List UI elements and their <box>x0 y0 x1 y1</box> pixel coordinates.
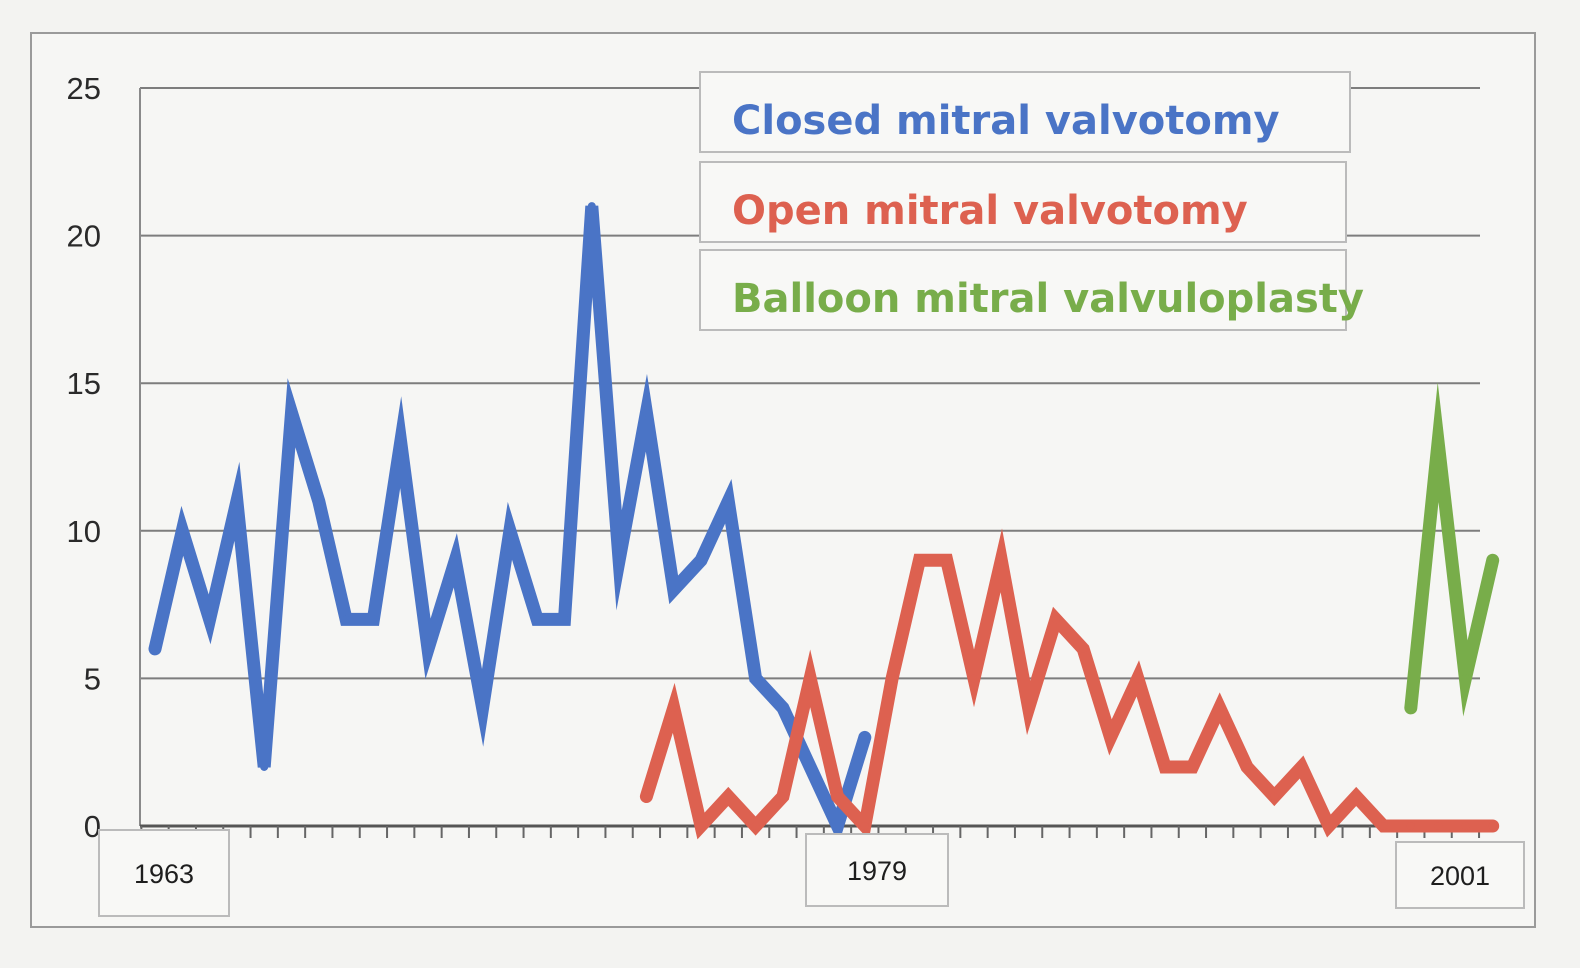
x-year-text: 1979 <box>847 856 907 886</box>
data-point <box>942 556 951 565</box>
legend-label: Closed mitral valvotomy <box>732 98 1280 144</box>
data-point <box>1024 703 1033 712</box>
x-year-box <box>98 829 230 917</box>
data-point <box>697 822 705 830</box>
legend: Closed mitral valvotomy Open mitral valvo… <box>699 71 1364 331</box>
y-tick-label: 5 <box>84 661 101 696</box>
y-tick-label: 15 <box>67 366 101 401</box>
data-point <box>860 822 869 830</box>
data-point <box>724 497 733 506</box>
y-tick-label: 20 <box>67 219 101 254</box>
data-point <box>342 615 351 624</box>
x-year-label: 1963 <box>98 829 230 917</box>
data-point <box>478 703 487 712</box>
legend-entry: Open mitral valvotomy <box>699 161 1347 243</box>
data-point <box>369 615 378 624</box>
data-point <box>451 556 460 565</box>
x-year-label: 1979 <box>805 833 949 907</box>
data-point <box>1079 644 1088 653</box>
data-point <box>751 822 760 830</box>
legend-label: Open mitral valvotomy <box>732 188 1248 234</box>
data-point <box>1133 674 1142 683</box>
data-point <box>724 792 733 801</box>
data-point <box>751 674 760 683</box>
y-tick-label: 25 <box>67 71 101 106</box>
data-point <box>1461 822 1470 830</box>
data-point <box>806 762 815 771</box>
data-point <box>1352 792 1361 801</box>
data-point <box>1051 615 1060 624</box>
legend-box <box>699 249 1347 331</box>
data-point <box>778 792 787 801</box>
data-point <box>669 703 678 712</box>
data-point <box>997 556 1006 565</box>
data-point <box>151 644 159 653</box>
x-year-box <box>805 833 949 907</box>
data-point <box>697 556 705 565</box>
data-point <box>533 615 542 624</box>
data-point <box>1161 762 1170 771</box>
data-point <box>1461 674 1470 683</box>
data-point <box>778 703 787 712</box>
series-lines <box>148 202 1500 845</box>
data-point <box>1215 703 1224 712</box>
data-point <box>314 497 323 506</box>
x-year-text: 2001 <box>1430 861 1490 891</box>
data-point <box>833 822 842 830</box>
series-line <box>639 528 1500 840</box>
legend-box <box>699 161 1347 243</box>
data-point <box>396 438 405 447</box>
data-point <box>1188 762 1197 771</box>
data-point <box>1324 822 1333 830</box>
data-point <box>587 202 596 211</box>
data-point <box>1297 762 1306 771</box>
legend-label: Balloon mitral valvuloplasty <box>732 276 1364 322</box>
data-point <box>260 762 269 771</box>
data-point <box>424 644 432 653</box>
x-year-labels: 1963 1979 2001 <box>98 829 1525 917</box>
data-point <box>560 615 569 624</box>
data-point <box>888 674 897 683</box>
y-axis: 0 5 10 15 20 25 <box>67 71 141 844</box>
data-point <box>669 585 678 594</box>
data-point <box>1243 762 1251 771</box>
series-3 <box>1404 382 1500 717</box>
data-point <box>1488 822 1497 830</box>
legend-entry: Balloon mitral valvuloplasty <box>699 249 1364 331</box>
data-point <box>178 526 187 535</box>
y-tick-label: 0 <box>84 809 101 844</box>
series-line <box>1404 382 1500 717</box>
data-point <box>1106 733 1115 742</box>
data-point <box>287 408 296 417</box>
data-point <box>1488 556 1497 565</box>
y-tick-label: 10 <box>67 514 101 549</box>
data-point <box>1270 792 1279 801</box>
x-year-box <box>1395 841 1525 909</box>
x-year-text: 1963 <box>134 859 194 889</box>
series-1 <box>148 202 872 845</box>
legend-box <box>699 71 1351 153</box>
data-point <box>915 556 924 565</box>
data-point <box>642 792 651 801</box>
data-point <box>860 733 869 742</box>
data-point <box>833 792 842 801</box>
legend-entry: Closed mitral valvotomy <box>699 71 1351 153</box>
data-point <box>1379 822 1388 830</box>
data-point <box>1434 822 1443 830</box>
series-2 <box>639 528 1500 840</box>
data-point <box>1406 703 1415 712</box>
data-point <box>1434 438 1443 447</box>
data-point <box>205 615 214 624</box>
data-point <box>1406 822 1415 830</box>
data-point <box>232 497 241 506</box>
data-point <box>505 526 514 535</box>
data-point <box>970 674 978 683</box>
x-year-label: 2001 <box>1395 841 1525 909</box>
data-point <box>806 674 815 683</box>
data-point <box>642 408 651 417</box>
data-point <box>615 556 624 565</box>
